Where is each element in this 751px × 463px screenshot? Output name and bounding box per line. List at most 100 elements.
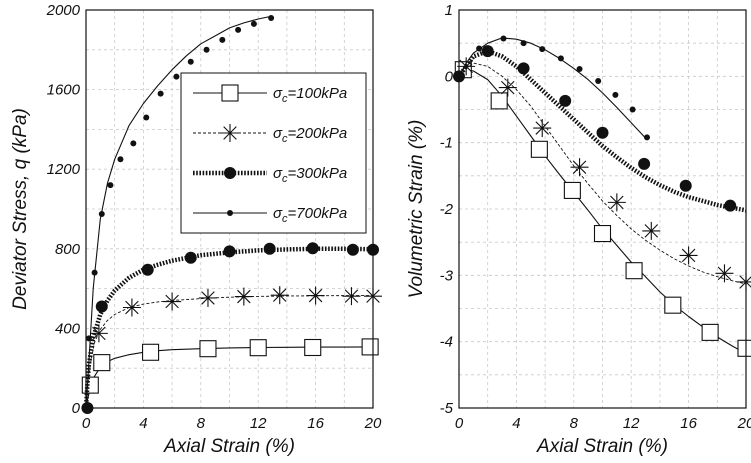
series-line-1 [458,69,747,355]
series-markers-4 [83,14,275,411]
data-point [679,246,698,265]
x-tick-label: 16 [680,415,697,432]
data-point [520,40,527,47]
data-point [249,339,267,357]
data-point [476,45,483,52]
data-point [607,193,626,212]
data-point [557,55,564,62]
legend-box [180,72,367,234]
x-tick-label: 12 [623,415,640,432]
data-point [570,158,589,177]
y-tick-label: 800 [55,241,81,258]
data-point [141,263,154,276]
data-point [559,94,572,107]
y-tick-label: 1200 [47,161,81,178]
data-point [304,338,322,357]
y-tick-label: -2 [440,201,454,218]
data-point [219,36,226,43]
legend-swatch-marker [221,84,239,102]
data-point [595,77,602,84]
data-point [270,286,289,305]
x-tick-label: 0 [455,415,464,432]
data-point [342,287,361,306]
data-point [187,58,194,65]
data-point [107,182,114,189]
data-point [173,73,180,80]
y-axis-label: Volumetric Strain (%) [406,120,427,299]
data-point [500,35,507,42]
series-line-2 [458,62,747,285]
data-point [306,242,319,255]
data-point [223,245,236,258]
legend: σc=100kPa σc=200kPa σc=300kPa σc=700kPa [180,72,367,234]
data-point [122,298,141,317]
legend-label: σc=700kPa [273,205,347,225]
legend-item: σc=100kPa [193,84,347,105]
data-point [715,264,734,283]
x-tick-label: 0 [82,415,91,432]
data-point [643,134,650,141]
y-tick-label: 1 [445,2,453,19]
data-point [235,26,242,33]
x-tick-label: 8 [570,415,579,432]
data-point [117,156,124,163]
data-point [143,114,150,121]
series-line-4 [85,15,273,409]
data-point [490,92,508,110]
data-point [596,126,609,139]
series-line-3 [457,48,747,213]
legend-swatch-marker [224,167,236,179]
data-point [481,45,494,58]
data-point [539,46,546,53]
data-point [234,287,253,306]
data-point [701,323,719,341]
data-point [163,292,182,311]
legend-swatch-marker [227,210,233,216]
x-tick-label: 12 [250,415,267,432]
data-point [203,46,210,53]
y-tick-label: 400 [55,320,81,337]
data-point [268,14,275,21]
data-point [184,251,197,264]
data-point [593,224,612,243]
x-tick-label: 8 [197,415,206,432]
data-point [737,339,751,357]
data-point [81,376,99,394]
y-tick-label: 1600 [47,82,81,99]
data-point [576,66,583,73]
y-tick-label: -4 [440,334,453,351]
data-point [142,343,160,361]
data-point [263,242,276,255]
data-point [533,119,552,138]
grid-lines [459,10,746,408]
legend-label: σc=300kPa [273,165,347,185]
data-point [306,286,325,305]
data-point [664,296,682,314]
y-tick-label: -3 [440,267,454,284]
data-point [629,106,636,113]
legend-label: σc=100kPa [273,85,347,105]
data-point [679,179,692,192]
data-point [91,269,98,276]
data-point [361,338,379,356]
y-tick-label: 0 [445,68,454,85]
series-markers-2 [457,57,751,291]
data-point [130,140,137,147]
series-markers-4 [456,35,650,141]
x-tick-label: 4 [139,415,147,432]
data-point [198,288,217,307]
data-point [563,181,581,199]
y-tick-label: 2000 [46,2,81,19]
data-point [93,354,111,372]
data-point [95,300,108,313]
plot-frame [85,9,374,409]
data-point [498,78,517,97]
y-axis-label: Deviator Stress, q (kPa) [10,108,31,310]
legend-item: σc=200kPa [193,124,347,145]
data-point [157,90,164,97]
x-axis-label: Axial Strain (%) [536,436,668,457]
data-point [625,262,643,280]
y-tick-label: 0 [72,400,81,417]
series-markers-2 [89,286,382,343]
